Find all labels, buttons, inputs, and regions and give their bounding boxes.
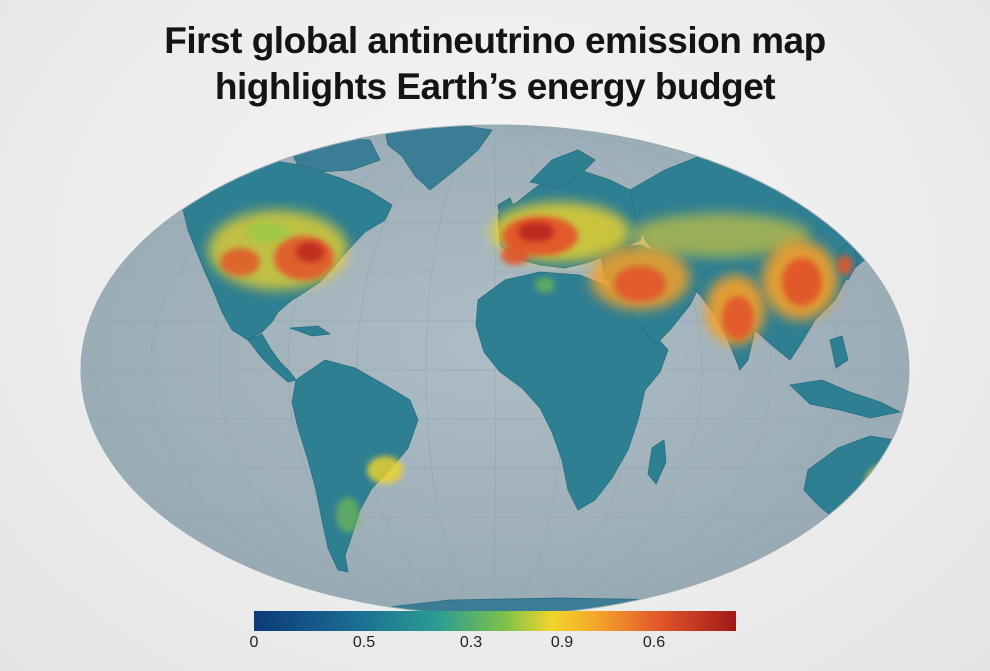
indonesia (789, 379, 902, 419)
south-america (291, 359, 419, 573)
madagascar (647, 439, 667, 485)
scale-tick-label: 0 (249, 634, 259, 651)
scandinavia (529, 149, 596, 189)
color-scale-bar (254, 611, 736, 631)
central-america (247, 333, 297, 383)
philippines (829, 335, 849, 369)
caribbean (289, 325, 332, 337)
scale-tick-label: 0.5 (352, 634, 376, 651)
title-line-1: First global antineutrino emission map (164, 20, 826, 61)
emission-hotspots (208, 202, 896, 533)
scale-tick-label: 0.3 (459, 634, 483, 651)
greenland (384, 125, 493, 191)
scale-tick-label: 0.6 (642, 634, 666, 651)
map-title: First global antineutrino emission map h… (0, 18, 990, 110)
title-line-2: highlights Earth’s energy budget (214, 66, 776, 107)
scale-tick-label: 0.9 (550, 634, 574, 651)
